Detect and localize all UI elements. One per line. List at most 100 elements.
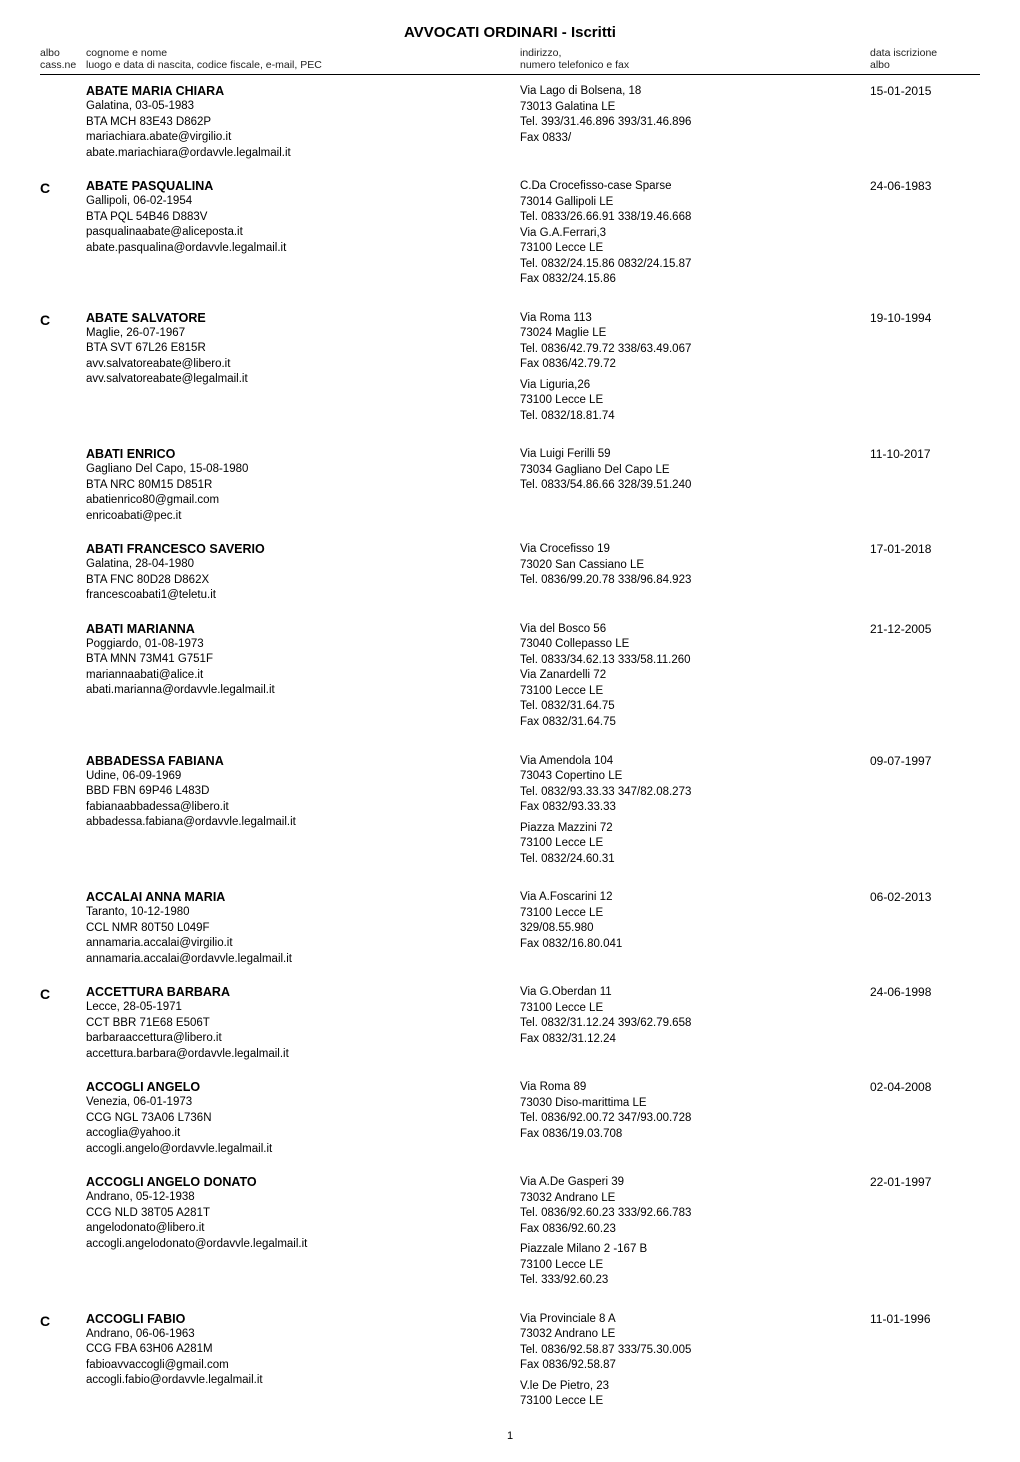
person-detail-line: abati.marianna@ordavvle.legalmail.it bbox=[86, 683, 506, 699]
person-column: ACCOGLI FABIOAndrano, 06-06-1963CCG FBA … bbox=[86, 1312, 520, 1415]
entry-row: ABATE MARIA CHIARAGalatina, 03-05-1983BT… bbox=[40, 75, 980, 170]
address-line: Fax 0832/93.33.33 bbox=[520, 800, 856, 816]
address-column: Via A.Foscarini 1273100 Lecce LE329/08.5… bbox=[520, 890, 870, 967]
person-detail-line: Maglie, 26-07-1967 bbox=[86, 326, 506, 342]
person-column: ACCETTURA BARBARALecce, 28-05-1971CCT BB… bbox=[86, 985, 520, 1062]
person-name: ACCALAI ANNA MARIA bbox=[86, 890, 506, 904]
address-line: V.le De Pietro, 23 bbox=[520, 1379, 856, 1395]
person-name: ABATE SALVATORE bbox=[86, 311, 506, 325]
address-line: Tel. 0836/92.00.72 347/93.00.728 bbox=[520, 1111, 856, 1127]
address-line: 73020 San Cassiano LE bbox=[520, 558, 856, 574]
address-line: Tel. 0832/24.15.86 0832/24.15.87 bbox=[520, 257, 856, 273]
address-line: 73032 Andrano LE bbox=[520, 1327, 856, 1343]
person-detail-line: Lecce, 28-05-1971 bbox=[86, 1000, 506, 1016]
address-line: Via Crocefisso 19 bbox=[520, 542, 856, 558]
address-line: Via Roma 89 bbox=[520, 1080, 856, 1096]
person-detail-line: angelodonato@libero.it bbox=[86, 1221, 506, 1237]
address-column: Via del Bosco 5673040 Collepasso LETel. … bbox=[520, 622, 870, 736]
person-column: ABATI ENRICOGagliano Del Capo, 15-08-198… bbox=[86, 447, 520, 524]
person-detail-line: BTA FNC 80D28 D862X bbox=[86, 573, 506, 589]
person-name: ABATE PASQUALINA bbox=[86, 179, 506, 193]
header-albo-l2: cass.ne bbox=[40, 59, 86, 71]
address-line: Via Provinciale 8 A bbox=[520, 1312, 856, 1328]
address-column: Via Provinciale 8 A73032 Andrano LETel. … bbox=[520, 1312, 870, 1415]
albo-mark bbox=[40, 84, 86, 161]
person-detail-line: Gallipoli, 06-02-1954 bbox=[86, 194, 506, 210]
registration-date: 22-01-1997 bbox=[870, 1175, 980, 1294]
entry-main: ACCOGLI ANGELOVenezia, 06-01-1973CCG NGL… bbox=[86, 1080, 980, 1157]
entry-row: ACCOGLI ANGELOVenezia, 06-01-1973CCG NGL… bbox=[40, 1071, 980, 1166]
header-name: cognome e nome luogo e data di nascita, … bbox=[86, 47, 520, 71]
address-line: 73100 Lecce LE bbox=[520, 1394, 856, 1410]
entry-main: ACCETTURA BARBARALecce, 28-05-1971CCT BB… bbox=[86, 985, 980, 1062]
person-detail-line: CCG FBA 63H06 A281M bbox=[86, 1342, 506, 1358]
address-line: Tel. 0836/42.79.72 338/63.49.067 bbox=[520, 342, 856, 358]
address-line: Tel. 0832/24.60.31 bbox=[520, 852, 856, 868]
address-block: C.Da Crocefisso-case Sparse73014 Gallipo… bbox=[520, 179, 856, 288]
albo-mark bbox=[40, 1175, 86, 1294]
person-name: ACCETTURA BARBARA bbox=[86, 985, 506, 999]
entry-main: ABATE PASQUALINAGallipoli, 06-02-1954BTA… bbox=[86, 179, 980, 293]
person-detail-line: Poggiardo, 01-08-1973 bbox=[86, 637, 506, 653]
address-line: 73043 Copertino LE bbox=[520, 769, 856, 785]
address-line: Fax 0832/31.64.75 bbox=[520, 715, 856, 731]
address-line: Via A.De Gasperi 39 bbox=[520, 1175, 856, 1191]
person-detail-line: BTA NRC 80M15 D851R bbox=[86, 478, 506, 494]
address-line: 73100 Lecce LE bbox=[520, 241, 856, 257]
person-detail-line: Andrano, 06-06-1963 bbox=[86, 1327, 506, 1343]
person-detail-line: accogli.angelo@ordavvle.legalmail.it bbox=[86, 1142, 506, 1158]
person-detail-line: BBD FBN 69P46 L483D bbox=[86, 784, 506, 800]
address-line: 73032 Andrano LE bbox=[520, 1191, 856, 1207]
address-column: Via G.Oberdan 1173100 Lecce LETel. 0832/… bbox=[520, 985, 870, 1062]
header-date: data iscrizione albo bbox=[870, 47, 980, 71]
address-line: Via del Bosco 56 bbox=[520, 622, 856, 638]
person-detail-line: Andrano, 05-12-1938 bbox=[86, 1190, 506, 1206]
registration-date: 11-10-2017 bbox=[870, 447, 980, 524]
address-column: Via A.De Gasperi 3973032 Andrano LETel. … bbox=[520, 1175, 870, 1294]
address-block: Piazza Mazzini 7273100 Lecce LETel. 0832… bbox=[520, 821, 856, 868]
entry-row: ACCALAI ANNA MARIATaranto, 10-12-1980CCL… bbox=[40, 881, 980, 976]
person-detail-line: abate.pasqualina@ordavvle.legalmail.it bbox=[86, 241, 506, 257]
person-column: ABATE PASQUALINAGallipoli, 06-02-1954BTA… bbox=[86, 179, 520, 293]
address-block: Via Roma 11373024 Maglie LETel. 0836/42.… bbox=[520, 311, 856, 373]
address-line: Tel. 0836/92.60.23 333/92.66.783 bbox=[520, 1206, 856, 1222]
header-albo-l1: albo bbox=[40, 47, 86, 59]
person-detail-line: CCT BBR 71E68 E506T bbox=[86, 1016, 506, 1032]
address-block: Via Liguria,2673100 Lecce LETel. 0832/18… bbox=[520, 378, 856, 425]
entry-row: ABATI FRANCESCO SAVERIOGalatina, 28-04-1… bbox=[40, 533, 980, 613]
address-block: Piazzale Milano 2 -167 B73100 Lecce LETe… bbox=[520, 1242, 856, 1289]
person-detail-line: avv.salvatoreabate@legalmail.it bbox=[86, 372, 506, 388]
entry-row: CACCETTURA BARBARALecce, 28-05-1971CCT B… bbox=[40, 976, 980, 1071]
person-detail-line: accogli.fabio@ordavvle.legalmail.it bbox=[86, 1373, 506, 1389]
address-line: 73040 Collepasso LE bbox=[520, 637, 856, 653]
address-line: 73013 Galatina LE bbox=[520, 100, 856, 116]
person-detail-line: annamaria.accalai@virgilio.it bbox=[86, 936, 506, 952]
person-detail-line: BTA MNN 73M41 G751F bbox=[86, 652, 506, 668]
entries-list: ABATE MARIA CHIARAGalatina, 03-05-1983BT… bbox=[40, 75, 980, 1424]
person-column: ACCALAI ANNA MARIATaranto, 10-12-1980CCL… bbox=[86, 890, 520, 967]
albo-mark: C bbox=[40, 1312, 86, 1415]
person-name: ABATE MARIA CHIARA bbox=[86, 84, 506, 98]
person-column: ABATE SALVATOREMaglie, 26-07-1967BTA SVT… bbox=[86, 311, 520, 430]
address-line: 73100 Lecce LE bbox=[520, 1258, 856, 1274]
address-column: Via Crocefisso 1973020 San Cassiano LETe… bbox=[520, 542, 870, 604]
address-line: Tel. 333/92.60.23 bbox=[520, 1273, 856, 1289]
header-albo: albo cass.ne bbox=[40, 47, 86, 71]
albo-mark bbox=[40, 890, 86, 967]
albo-mark bbox=[40, 542, 86, 604]
person-detail-line: CCL NMR 80T50 L049F bbox=[86, 921, 506, 937]
person-detail-line: BTA SVT 67L26 E815R bbox=[86, 341, 506, 357]
entry-row: ABBADESSA FABIANAUdine, 06-09-1969BBD FB… bbox=[40, 745, 980, 882]
address-line: Fax 0833/ bbox=[520, 131, 856, 147]
address-line: 329/08.55.980 bbox=[520, 921, 856, 937]
person-detail-line: CCG NLD 38T05 A281T bbox=[86, 1206, 506, 1222]
registration-date: 15-01-2015 bbox=[870, 84, 980, 161]
address-line: Tel. 0833/54.86.66 328/39.51.240 bbox=[520, 478, 856, 494]
address-line: Piazzale Milano 2 -167 B bbox=[520, 1242, 856, 1258]
address-line: 73030 Diso-marittima LE bbox=[520, 1096, 856, 1112]
person-detail-line: BTA PQL 54B46 D883V bbox=[86, 210, 506, 226]
entry-row: CABATE PASQUALINAGallipoli, 06-02-1954BT… bbox=[40, 170, 980, 302]
registration-date: 11-01-1996 bbox=[870, 1312, 980, 1415]
person-detail-line: fabianaabbadessa@libero.it bbox=[86, 800, 506, 816]
address-line: Tel. 0836/92.58.87 333/75.30.005 bbox=[520, 1343, 856, 1359]
